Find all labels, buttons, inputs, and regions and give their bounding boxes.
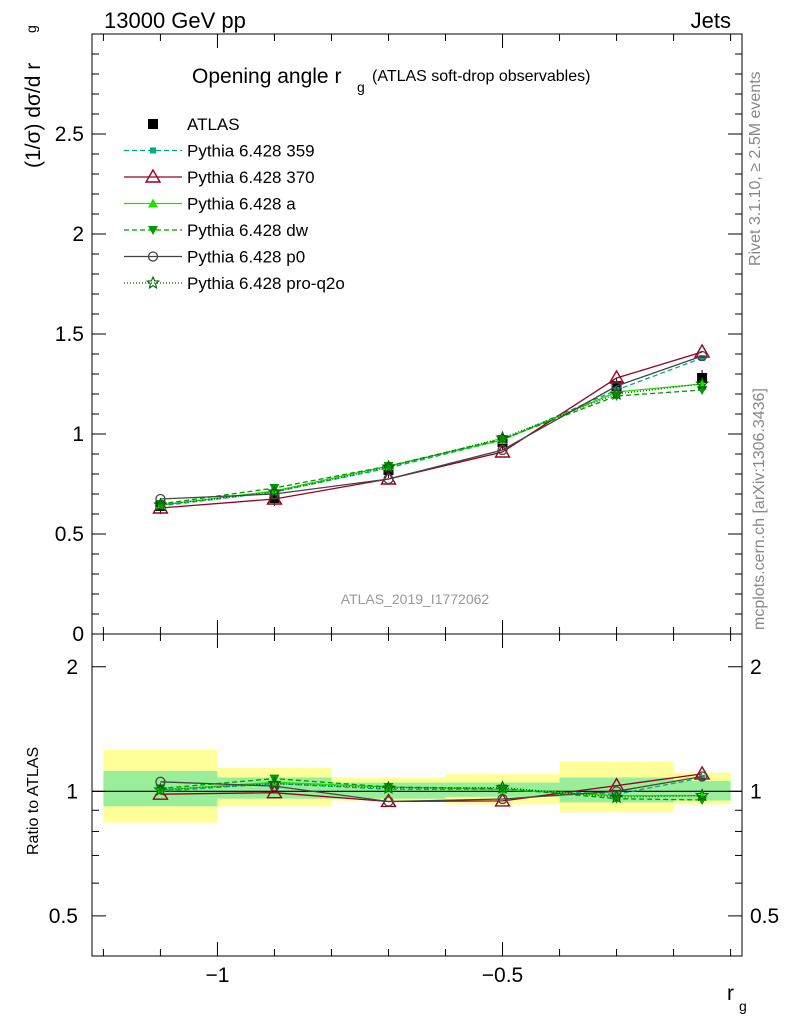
series-2-line-top [160, 383, 703, 506]
series-4-point-top [269, 488, 280, 500]
series-3-point-ratio [155, 784, 166, 794]
series-4-point-top [497, 444, 508, 456]
side-note-mcplots: mcplots.cern.ch [arXiv:1306.3436] [751, 388, 768, 630]
series-4-point-ratio [383, 796, 394, 807]
y-tick-label-top: 1.5 [55, 323, 84, 346]
series-5-point-top [495, 430, 510, 445]
series-4-point-top [155, 493, 166, 505]
legend-marker [148, 226, 158, 235]
legend-marker [145, 275, 161, 290]
y-axis-title-bottom: Ratio to ATLAS [25, 747, 42, 855]
series-4-point-ratio [611, 786, 622, 797]
x-axis-title: r g [727, 982, 747, 1014]
axes-frame: −1 −0.5 0 0.5 1 1.5 2 2.5 0.5 0.5 1 1 2 2 [49, 33, 779, 987]
series-0-point-ratio [699, 774, 706, 781]
y-tick-label-top: 0 [72, 623, 84, 646]
y-axis-title-top-sub: g [23, 25, 39, 33]
series-1-line-top [160, 351, 703, 509]
y-tick-label-bottom: 1 [66, 780, 78, 803]
legend-marker [144, 168, 162, 183]
series-5-point-ratio [495, 780, 510, 794]
bottom-panel-frame [91, 633, 743, 957]
series-1-point-ratio [266, 784, 283, 799]
y-tick-label-bottom: 2 [66, 656, 78, 679]
y-tick-label-top: 0.5 [55, 523, 84, 546]
x-tick-label: −1 [205, 964, 229, 987]
series-4-point-ratio [696, 771, 708, 782]
legend-marker [147, 251, 159, 262]
y-tick-label-bottom-right: 0.5 [750, 905, 779, 928]
chart-title: Opening angle r g (ATLAS soft-drop obser… [192, 65, 590, 95]
analysis-watermark: ATLAS_2019_I1772062 [341, 591, 490, 607]
series-4-point-ratio [269, 780, 280, 792]
series-5-point-ratio [381, 780, 396, 795]
y-tick-label-bottom: 0.5 [49, 905, 78, 928]
y-tick-label-bottom-right: 1 [750, 780, 762, 803]
x-axis-title-main: r [727, 982, 734, 1005]
series-4-point-top [383, 473, 394, 485]
ratio-bands [103, 749, 731, 823]
legend-label: Pythia 6.428 a [187, 195, 296, 214]
legend-label: Pythia 6.428 370 [187, 168, 315, 187]
series-1-point-top [266, 490, 283, 505]
legend-marker [150, 147, 156, 154]
series-4-line-ratio [160, 775, 703, 803]
series-5-line-top [160, 383, 703, 506]
header-right: Jets [691, 8, 731, 33]
y-axis-title-top-main: (1/σ) dσ/d r [22, 63, 45, 168]
series-layer [152, 343, 711, 808]
series-5-line-ratio [160, 782, 703, 798]
legend-marker [148, 198, 158, 208]
series-4-point-top [611, 380, 622, 392]
y-tick-label-top: 1 [72, 423, 84, 446]
series-4-point-ratio [155, 776, 166, 787]
series-0-point-top [699, 355, 706, 361]
series-5-point-top [695, 376, 710, 391]
header-left: 13000 GeV pp [104, 8, 246, 33]
series-4-point-top [696, 350, 708, 362]
legend-label: Pythia 6.428 359 [187, 142, 315, 161]
y-tick-label-bottom-right: 2 [750, 656, 762, 679]
chart-title-sub: g [357, 79, 365, 95]
legend-marker-atlas [148, 119, 158, 129]
y-tick-label-top: 2 [72, 223, 84, 246]
series-5-point-ratio [609, 789, 624, 804]
legend-label: Pythia 6.428 pro-q2o [187, 274, 345, 293]
series-5-point-top [609, 386, 624, 401]
series-3-line-top [160, 389, 703, 505]
series-0-line-top [160, 357, 703, 507]
y-tick-label-top: 2.5 [55, 123, 84, 146]
side-note-rivet: Rivet 3.1.10, ≥ 2.5M events [747, 71, 764, 266]
x-tick-label: −0.5 [482, 964, 523, 987]
x-axis-title-sub: g [739, 998, 747, 1014]
series-4-line-top [160, 355, 703, 500]
series-5-point-ratio [153, 782, 168, 796]
chart-title-main: Opening angle r [192, 65, 341, 88]
series-5-point-top [267, 484, 282, 499]
series-5-point-top [381, 459, 396, 474]
series-1-line-ratio [160, 773, 703, 803]
series-3-point-ratio [497, 784, 508, 794]
series-5-point-ratio [267, 776, 282, 790]
legend-label: Pythia 6.428 dw [187, 221, 309, 240]
series-3-point-top [269, 484, 280, 493]
series-1-point-top [608, 369, 625, 384]
chart-title-extra: (ATLAS soft-drop observables) [372, 68, 590, 85]
series-4-point-ratio [497, 793, 508, 805]
series-5-point-ratio [695, 788, 710, 802]
y-axis-title-top: (1/σ) dσ/d r g [22, 25, 45, 168]
series-1-point-ratio [494, 792, 511, 807]
legend-label-atlas: ATLAS [187, 115, 240, 134]
legend: ATLAS Pythia 6.428 359 Pythia 6.428 370 Pyt… [124, 115, 345, 293]
series-1-point-top [693, 343, 711, 358]
legend-label: Pythia 6.428 p0 [187, 248, 305, 267]
series-5-point-top [153, 497, 168, 512]
